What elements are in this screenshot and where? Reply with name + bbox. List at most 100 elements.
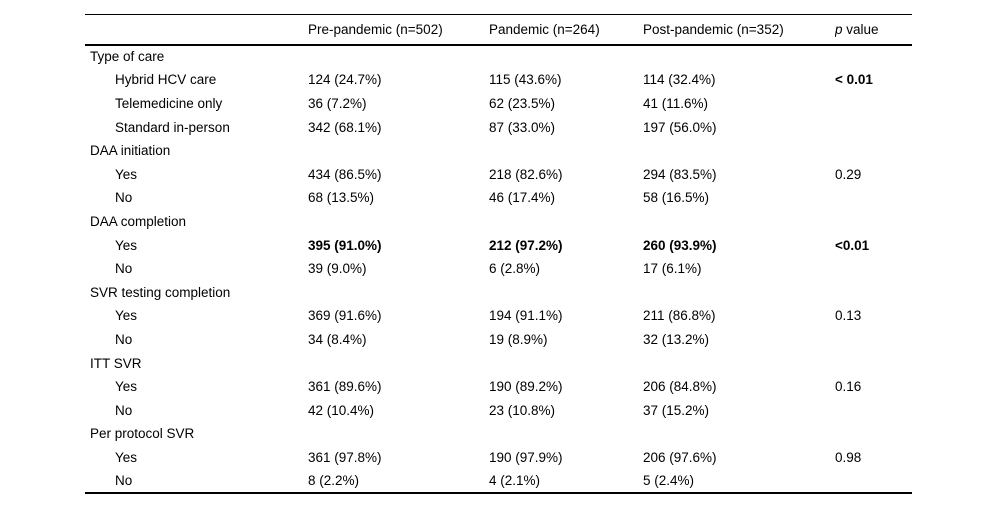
cell-value <box>308 351 489 375</box>
cell-value: 361 (89.6%) <box>308 379 382 395</box>
row-label: DAA initiation <box>90 143 171 159</box>
row-label: No <box>115 472 133 488</box>
row-label: Yes <box>115 308 138 324</box>
cell-p-value: < 0.01 <box>835 72 873 88</box>
cell-value: 8 (2.2%) <box>308 472 360 488</box>
table-group-row: DAA completion <box>85 210 912 234</box>
cell-value: 218 (82.6%) <box>489 166 563 182</box>
cell-value: 294 (83.5%) <box>643 166 717 182</box>
cell-value: 369 (91.6%) <box>308 308 382 324</box>
cell-value: 68 (13.5%) <box>308 190 375 206</box>
cell-value: 41 (11.6%) <box>643 95 709 111</box>
cell-value <box>489 280 643 304</box>
cell-value: 190 (97.9%) <box>489 449 563 465</box>
cell-value <box>489 210 643 234</box>
row-label: Yes <box>115 449 138 465</box>
cell-value: 37 (15.2%) <box>643 402 710 418</box>
cell-value <box>489 422 643 446</box>
cell-value: 395 (91.0%) <box>308 237 382 253</box>
cell-p-value <box>835 92 912 116</box>
table-row: Yes 361 (89.6%) 190 (89.2%) 206 (84.8%) 0.16 <box>85 375 912 399</box>
table-group-row: DAA initiation <box>85 139 912 163</box>
table-row: Hybrid HCV care 124 (24.7%) 115 (43.6%) 114… <box>85 68 912 92</box>
table-row: No 68 (13.5%) 46 (17.4%) 58 (16.5%) <box>85 186 912 210</box>
cell-value: 6 (2.8%) <box>489 261 541 277</box>
cell-value: 58 (16.5%) <box>643 190 710 206</box>
table-group-row: Per protocol SVR <box>85 422 912 446</box>
cell-value: 194 (91.1%) <box>489 308 563 324</box>
row-label: Yes <box>115 166 138 182</box>
cell-value <box>308 45 489 69</box>
row-label: No <box>115 402 133 418</box>
p-symbol: p <box>835 21 843 37</box>
table-group-row: Type of care <box>85 45 912 69</box>
cell-value: 32 (13.2%) <box>643 331 710 347</box>
cell-p-value <box>835 422 912 446</box>
row-label: Hybrid HCV care <box>115 72 217 88</box>
cell-value: 5 (2.4%) <box>643 472 695 488</box>
cell-p-value: <0.01 <box>835 237 870 253</box>
table-row: No 39 (9.0%) 6 (2.8%) 17 (6.1%) <box>85 257 912 281</box>
cell-value <box>643 280 835 304</box>
row-label: DAA completion <box>90 213 187 229</box>
cell-p-value: 0.98 <box>835 449 862 465</box>
table-row: No 34 (8.4%) 19 (8.9%) 32 (13.2%) <box>85 328 912 352</box>
cell-value <box>643 139 835 163</box>
cell-value <box>308 139 489 163</box>
cell-p-value: 0.16 <box>835 379 862 395</box>
table-row: Telemedicine only 36 (7.2%) 62 (23.5%) 41 (… <box>85 92 912 116</box>
cell-value: 206 (84.8%) <box>643 379 717 395</box>
cell-value: 342 (68.1%) <box>308 119 382 135</box>
cell-value <box>489 139 643 163</box>
cell-p-value <box>835 328 912 352</box>
cell-p-value <box>835 351 912 375</box>
row-label: Yes <box>115 379 138 395</box>
cell-p-value <box>835 45 912 69</box>
cell-p-value <box>835 469 912 493</box>
row-label: No <box>115 190 133 206</box>
cell-value <box>308 422 489 446</box>
cell-value: 260 (93.9%) <box>643 237 717 253</box>
cell-value <box>489 45 643 69</box>
cell-value <box>643 351 835 375</box>
cell-value: 36 (7.2%) <box>308 95 367 111</box>
row-label: SVR testing completion <box>90 284 231 300</box>
row-label: Telemedicine only <box>115 95 223 111</box>
table-row: Yes 395 (91.0%) 212 (97.2%) 260 (93.9%) <0.0… <box>85 233 912 257</box>
row-label: No <box>115 261 133 277</box>
cell-value: 19 (8.9%) <box>489 331 548 347</box>
cell-value <box>643 422 835 446</box>
cell-value: 361 (97.8%) <box>308 449 382 465</box>
cell-p-value: 0.13 <box>835 308 862 324</box>
table-row: Yes 369 (91.6%) 194 (91.1%) 211 (86.8%) 0.13 <box>85 304 912 328</box>
cell-value: 34 (8.4%) <box>308 331 367 347</box>
cell-value: 87 (33.0%) <box>489 119 556 135</box>
cell-value: 23 (10.8%) <box>489 402 556 418</box>
cell-value: 62 (23.5%) <box>489 95 556 111</box>
header-empty-cell <box>85 15 308 45</box>
cell-value: 124 (24.7%) <box>308 72 382 88</box>
row-label: Standard in-person <box>115 119 230 135</box>
cell-value: 206 (97.6%) <box>643 449 717 465</box>
cell-value: 190 (89.2%) <box>489 379 563 395</box>
row-label: ITT SVR <box>90 355 142 371</box>
cell-value: 114 (32.4%) <box>643 72 716 88</box>
header-row: Pre-pandemic (n=502) Pandemic (n=264) Po… <box>85 15 912 45</box>
cell-p-value <box>835 257 912 281</box>
header-p-value: p value <box>835 15 912 45</box>
cell-value: 39 (9.0%) <box>308 261 367 277</box>
table-body: Type of care Hybrid HCV care 124 (24.7%) 11… <box>85 45 912 493</box>
cell-p-value <box>835 398 912 422</box>
cell-p-value <box>835 186 912 210</box>
cell-value: 42 (10.4%) <box>308 402 375 418</box>
cell-value <box>308 280 489 304</box>
outcomes-table: Pre-pandemic (n=502) Pandemic (n=264) Po… <box>85 14 912 494</box>
cell-value: 434 (86.5%) <box>308 166 382 182</box>
cell-value: 46 (17.4%) <box>489 190 556 206</box>
table-row: No 8 (2.2%) 4 (2.1%) 5 (2.4%) <box>85 469 912 493</box>
header-pandemic: Pandemic (n=264) <box>489 21 600 37</box>
table-group-row: SVR testing completion <box>85 280 912 304</box>
cell-p-value <box>835 115 912 139</box>
cell-p-value <box>835 210 912 234</box>
